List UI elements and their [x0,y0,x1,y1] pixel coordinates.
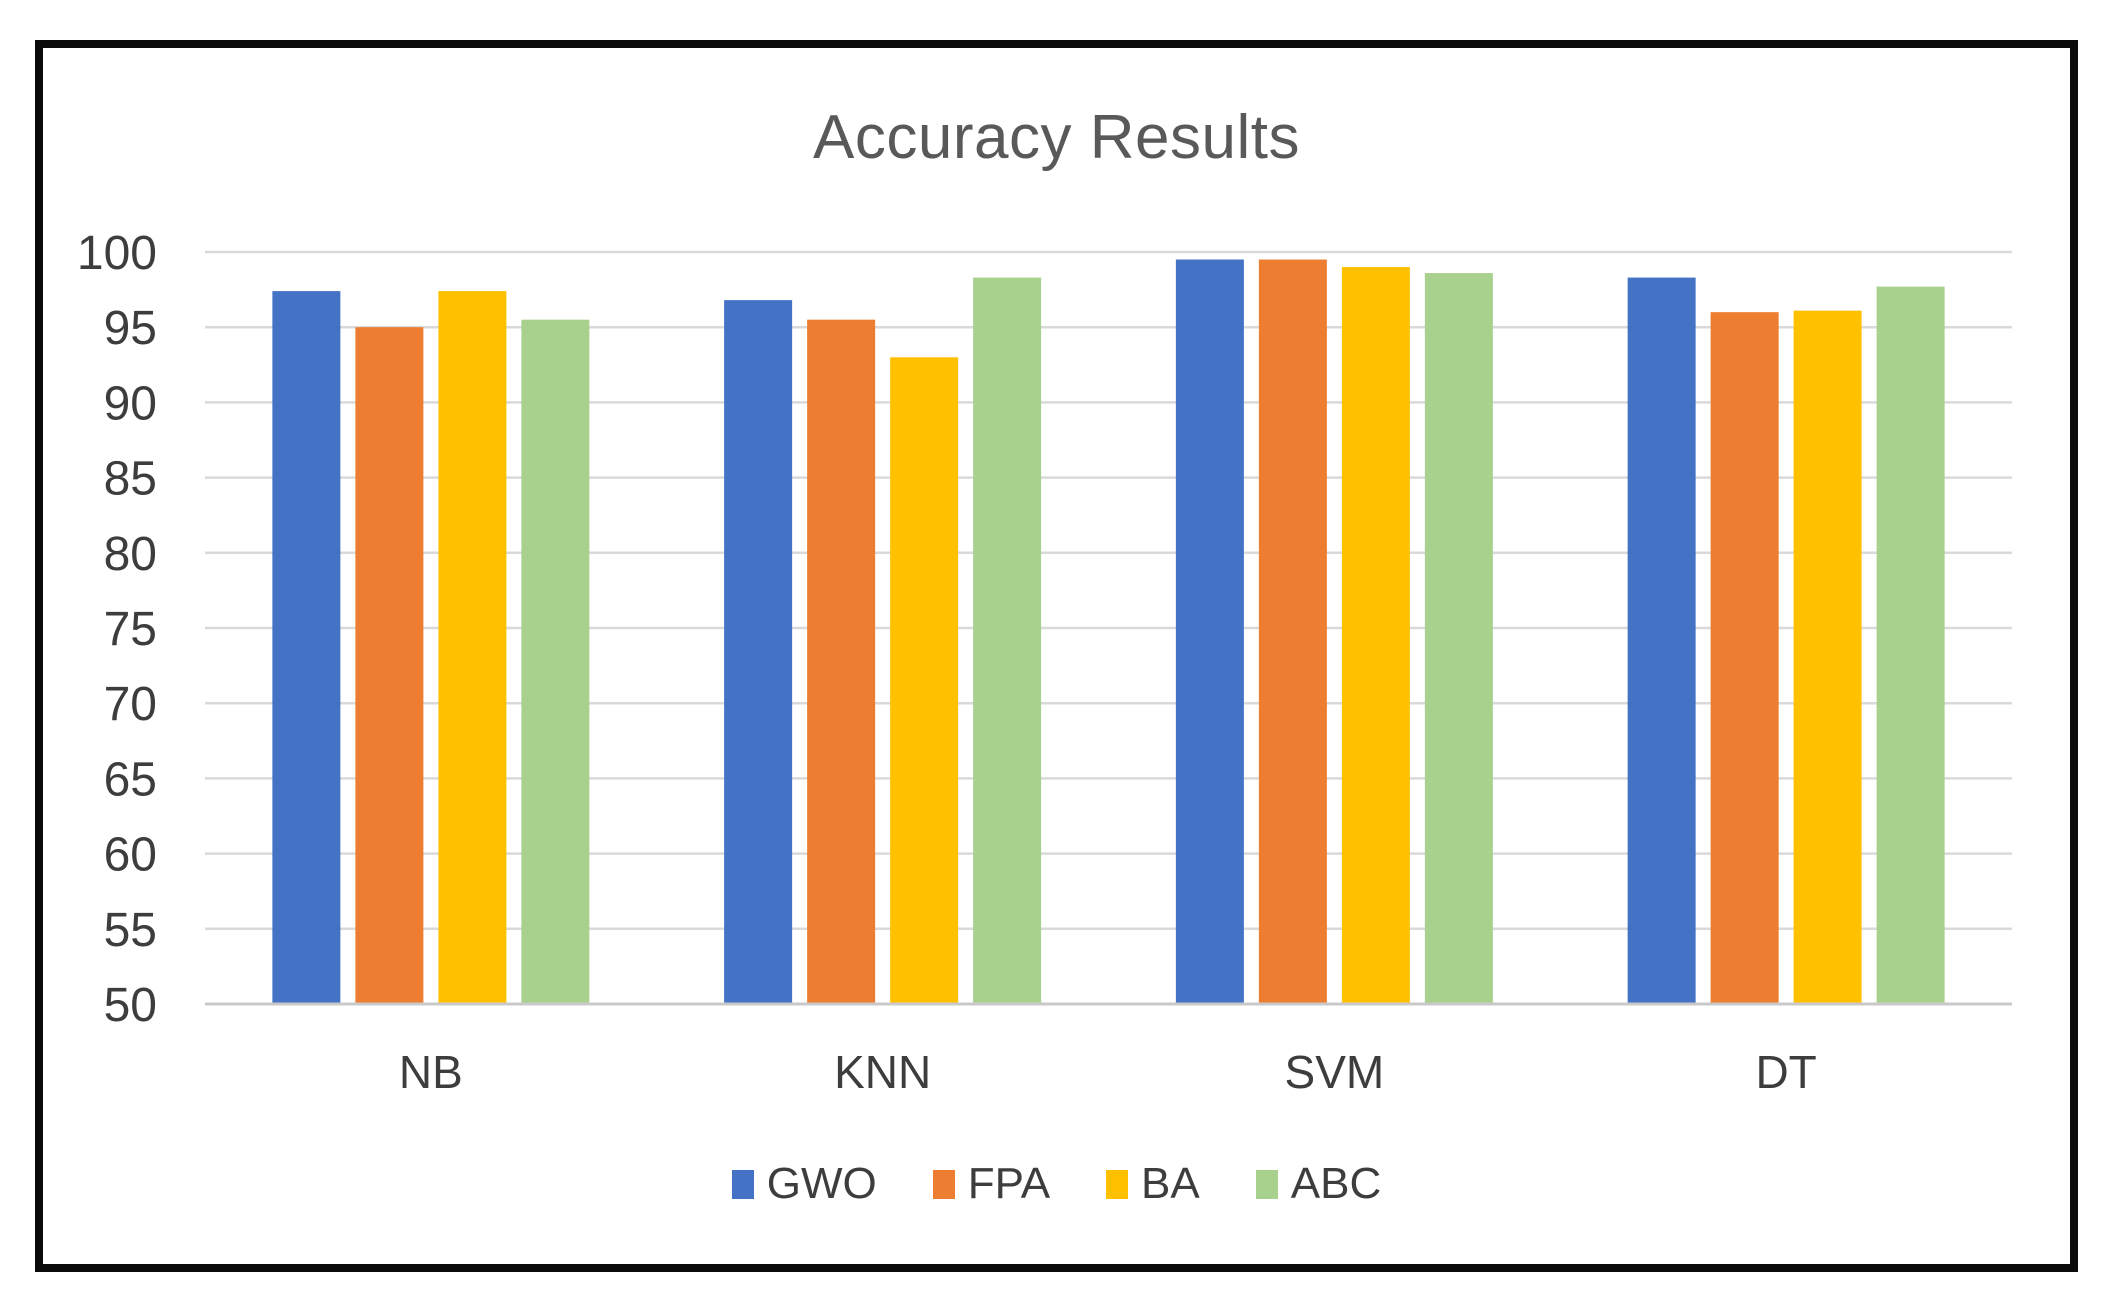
y-tick-label-50: 50 [104,979,157,1032]
x-category-label-nb: NB [399,1046,463,1098]
y-tick-label-60: 60 [104,829,157,882]
legend-swatch-ba [1106,1169,1129,1199]
bar-abc-svm [1424,273,1493,1004]
x-category-label-knn: KNN [834,1046,931,1098]
y-tick-label-80: 80 [104,528,157,581]
legend-label-abc: ABC [1290,1159,1382,1208]
bar-fpa-nb [355,327,424,1004]
y-tick-label-85: 85 [104,453,157,506]
bar-ba-nb [438,291,507,1004]
y-tick-label-75: 75 [104,603,157,656]
legend-swatch-fpa [932,1169,955,1199]
y-tick-label-70: 70 [104,678,157,731]
y-tick-label-100: 100 [77,227,157,280]
legend-item-abc: ABC [1255,1159,1382,1209]
bar-gwo-nb [272,291,341,1004]
bar-fpa-knn [807,319,876,1004]
bar-abc-knn [973,277,1042,1004]
bar-gwo-svm [1175,259,1244,1004]
chart-legend: GWO FPA BA ABC [43,1156,2070,1212]
y-tick-label-95: 95 [104,302,157,355]
legend-label-fpa: FPA [967,1159,1051,1208]
bar-abc-nb [521,319,590,1004]
legend-label-gwo: GWO [766,1159,877,1208]
bar-fpa-svm [1258,259,1327,1004]
y-tick-label-55: 55 [104,904,157,957]
legend-label-ba: BA [1141,1159,1200,1208]
bar-gwo-knn [724,300,793,1004]
y-tick-label-90: 90 [104,377,157,430]
bar-ba-svm [1341,267,1410,1004]
bar-abc-dt [1876,286,1945,1004]
legend-swatch-gwo [731,1169,754,1199]
x-category-label-dt: DT [1755,1046,1816,1098]
x-category-label-svm: SVM [1285,1046,1385,1098]
legend-item-fpa: FPA [932,1159,1051,1209]
bar-ba-dt [1793,310,1862,1004]
legend-swatch-abc [1255,1169,1278,1199]
bar-fpa-dt [1710,312,1779,1004]
bar-ba-knn [890,357,959,1004]
legend-item-gwo: GWO [731,1159,877,1209]
bar-gwo-dt [1627,277,1696,1004]
bar-chart-plot: 50 55 60 65 70 75 80 85 90 95 100 NB KNN SVM DT [77,227,2012,1098]
legend-item-ba: BA [1106,1159,1200,1209]
chart-title: Accuracy Results [813,103,1300,172]
y-tick-label-65: 65 [104,753,157,806]
chart-frame: Accuracy Results 50 55 60 65 70 75 80 85 90 95 100… [35,40,2078,1272]
